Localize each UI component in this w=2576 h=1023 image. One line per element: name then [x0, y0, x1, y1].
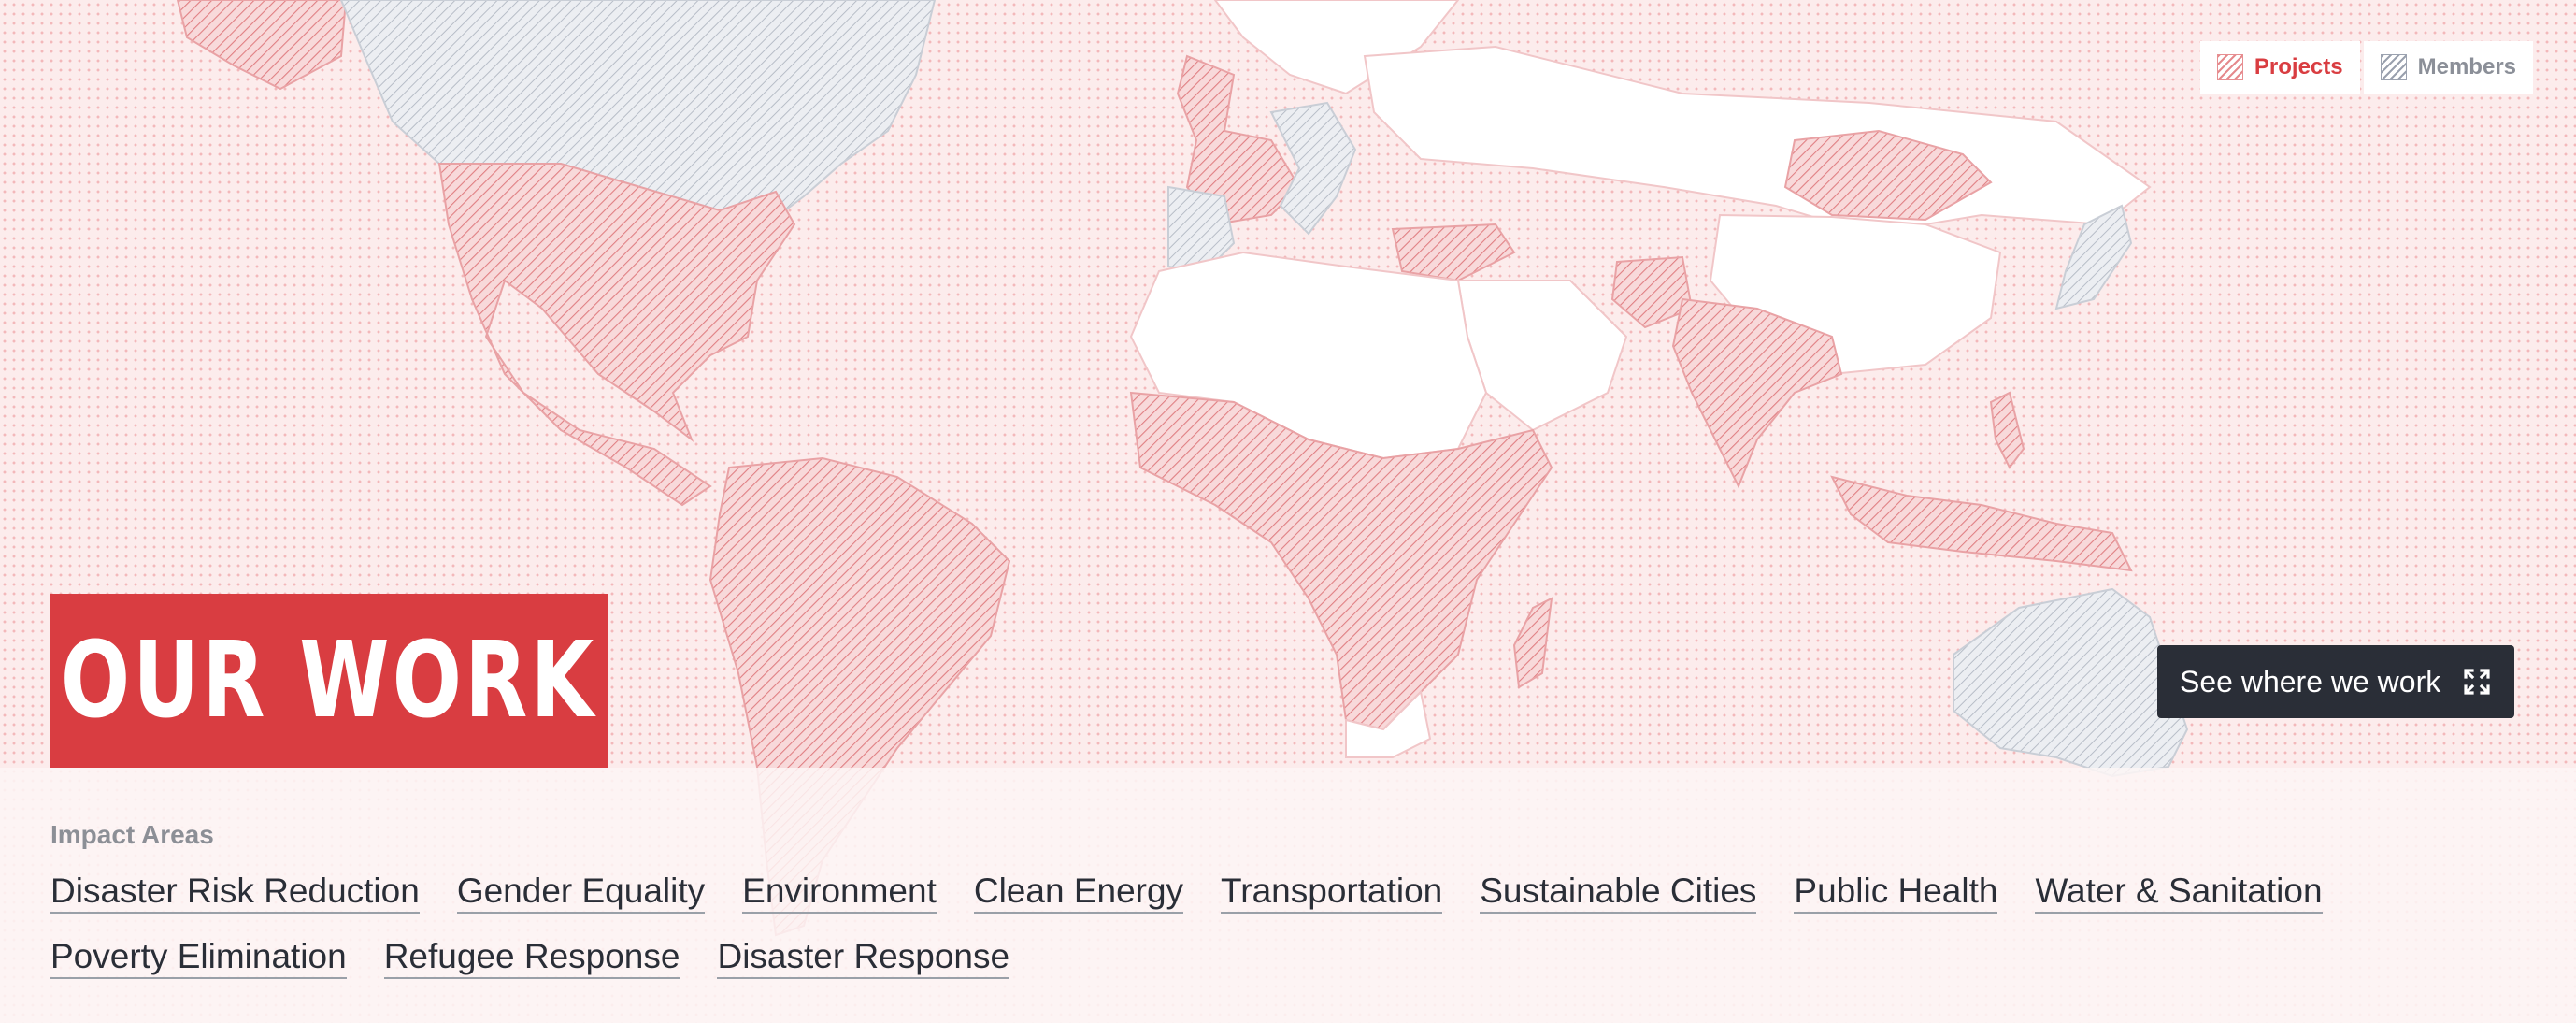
page-title-block: OUR WORK [50, 594, 608, 768]
map-legend: Projects Members [2199, 41, 2533, 94]
region-southeast-asia [1830, 475, 2133, 572]
region-north-america [437, 163, 796, 507]
region-australia [1953, 587, 2189, 778]
region-japan [2054, 204, 2133, 310]
legend-projects[interactable]: Projects [2199, 41, 2360, 94]
impact-link-water-sanitation[interactable]: Water & Sanitation [2035, 871, 2323, 914]
region-western-europe [1176, 54, 1301, 226]
region-mongolia [1783, 129, 1993, 222]
legend-projects-label: Projects [2254, 54, 2343, 79]
impact-link-disaster-response[interactable]: Disaster Response [717, 936, 1010, 979]
see-where-we-work-label: See where we work [2180, 664, 2441, 699]
region-russia [1363, 45, 2152, 236]
expand-icon [2464, 669, 2490, 695]
legend-members-label: Members [2417, 54, 2516, 79]
region-central-africa [1129, 391, 1553, 731]
see-where-we-work-button[interactable]: See where we work [2157, 645, 2514, 718]
impact-link-transportation[interactable]: Transportation [1221, 871, 1443, 914]
region-madagascar [1512, 597, 1553, 689]
hatched-swatch-red-icon [2216, 54, 2243, 80]
impact-link-environment[interactable]: Environment [742, 871, 937, 914]
impact-link-disaster-risk-reduction[interactable]: Disaster Risk Reduction [50, 871, 420, 914]
region-philippines [1989, 391, 2025, 469]
impact-link-poverty-elimination[interactable]: Poverty Elimination [50, 936, 347, 979]
impact-areas-panel: Impact Areas Disaster Risk Reduction Gen… [0, 768, 2576, 1023]
impact-link-clean-energy[interactable]: Clean Energy [973, 871, 1184, 914]
region-afghanistan [1610, 255, 1694, 329]
impact-link-sustainable-cities[interactable]: Sustainable Cities [1480, 871, 1757, 914]
region-india [1671, 297, 1843, 489]
impact-areas-heading: Impact Areas [50, 820, 214, 849]
hatched-swatch-gray-icon [2380, 54, 2407, 80]
region-central-europe [1269, 101, 1357, 236]
page-title: OUR WORK [61, 620, 597, 742]
impact-link-gender-equality[interactable]: Gender Equality [456, 871, 706, 914]
legend-members[interactable]: Members [2363, 41, 2533, 94]
region-turkey [1391, 223, 1516, 282]
region-arabia [1456, 280, 1628, 432]
impact-link-public-health[interactable]: Public Health [1794, 871, 1998, 914]
region-southern-africa [1345, 689, 1432, 758]
impact-link-refugee-response[interactable]: Refugee Response [383, 936, 680, 979]
impact-areas-list: Disaster Risk Reduction Gender Equality … [50, 871, 2481, 979]
region-alaska [176, 0, 348, 91]
region-greenland [1213, 0, 1460, 95]
